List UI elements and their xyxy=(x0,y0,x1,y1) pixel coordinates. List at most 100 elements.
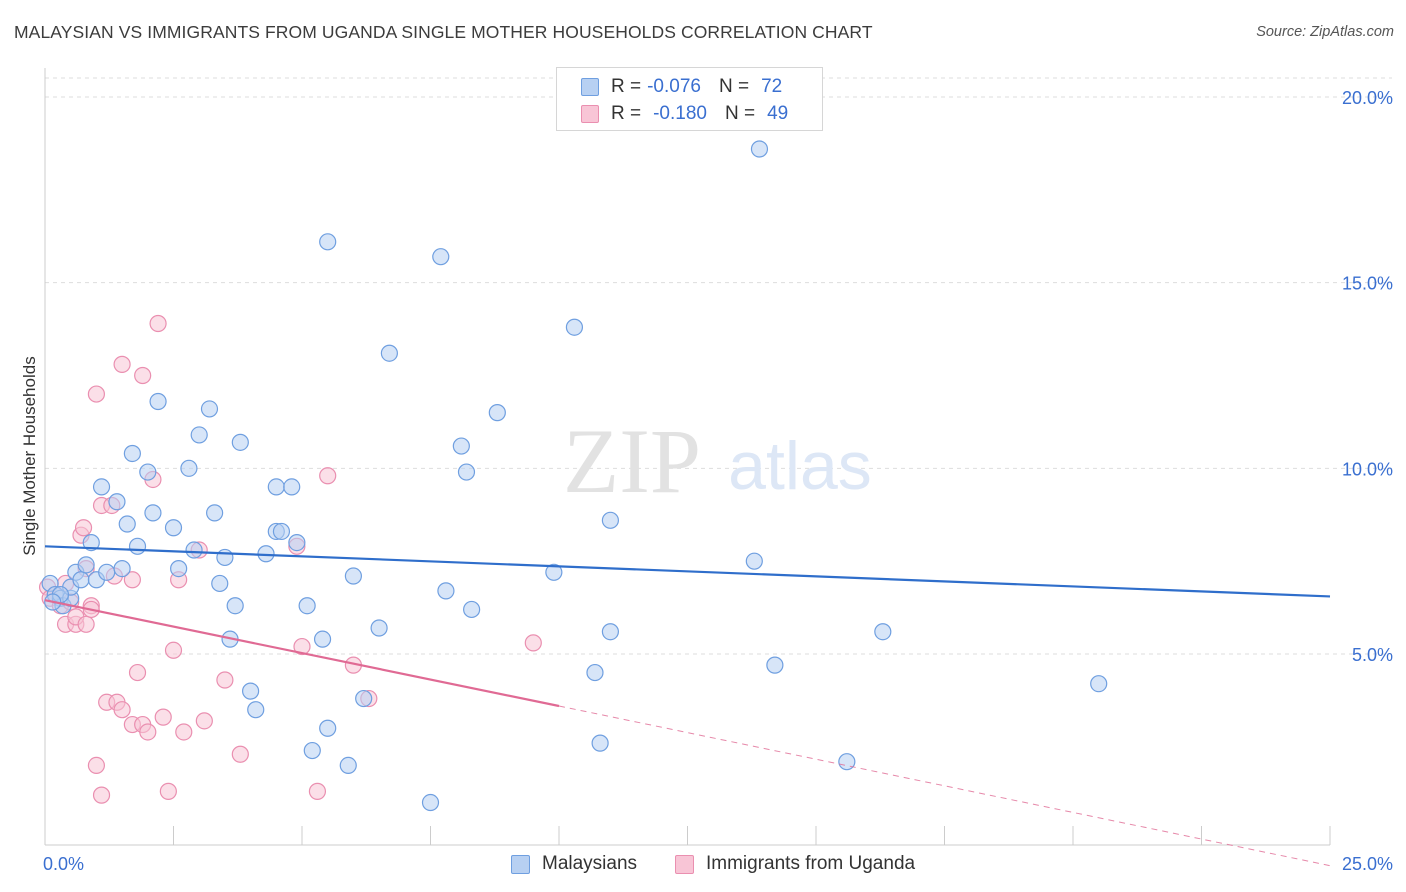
uganda-point xyxy=(87,756,106,775)
uganda-swatch xyxy=(581,105,599,123)
malaysians-point xyxy=(370,619,388,637)
x-tick-label-max: 25.0% xyxy=(1342,854,1393,874)
uganda-point xyxy=(154,708,172,726)
malaysians-point xyxy=(319,719,337,737)
uganda-point xyxy=(195,712,213,730)
malaysians-point xyxy=(874,623,892,641)
malaysians-point xyxy=(488,404,506,422)
malaysians-point xyxy=(149,392,167,411)
legend-n-value: 49 xyxy=(767,103,789,124)
legend-label-malaysians: Malaysians xyxy=(542,853,638,874)
legend-n-value: 72 xyxy=(761,76,783,97)
uganda-trend-line xyxy=(44,599,560,708)
uganda-point xyxy=(92,786,111,804)
malaysians-point xyxy=(355,689,373,708)
axes xyxy=(44,68,1331,846)
malaysians-point xyxy=(283,478,301,496)
malaysians-point xyxy=(92,478,111,496)
malaysians-point xyxy=(231,433,249,451)
y-tick-label: 10.0% xyxy=(1342,459,1393,479)
uganda-point xyxy=(159,782,177,800)
watermark-atlas: atlas xyxy=(728,428,872,504)
malaysians-point xyxy=(118,515,136,533)
malaysians-point xyxy=(745,552,763,570)
uganda-point xyxy=(164,641,183,659)
uganda-point xyxy=(139,723,157,741)
trend-lines xyxy=(44,545,1331,867)
malaysians-trend-line xyxy=(44,545,1331,598)
malaysians-point xyxy=(319,233,337,251)
uganda-point xyxy=(308,782,327,800)
malaysians-point xyxy=(267,478,285,496)
malaysians-point xyxy=(164,519,183,537)
malaysians-point xyxy=(344,567,362,585)
malaysians-point xyxy=(242,682,260,700)
malaysians-swatch xyxy=(581,78,599,96)
malaysians-point xyxy=(565,318,584,336)
malaysians-point xyxy=(380,344,398,362)
malaysians-point xyxy=(72,571,90,589)
source-label: Source: ZipAtlas.com xyxy=(1256,24,1394,40)
malaysians-point xyxy=(200,400,219,418)
malaysians-point xyxy=(421,793,440,812)
malaysians-point xyxy=(432,248,450,266)
malaysians-points xyxy=(41,140,1108,812)
uganda-point xyxy=(175,723,193,741)
malaysians-point xyxy=(601,623,620,641)
grid-lines xyxy=(45,77,1392,655)
malaysians-point xyxy=(303,741,321,760)
malaysians-point xyxy=(272,522,291,541)
uganda-point xyxy=(231,745,249,763)
malaysians-point xyxy=(216,548,234,567)
y-tick-label: 15.0% xyxy=(1342,274,1393,294)
chart-title: MALAYSIAN VS IMMIGRANTS FROM UGANDA SING… xyxy=(14,22,873,42)
malaysians-point xyxy=(457,463,476,481)
malaysians-point xyxy=(128,537,147,555)
malaysians-point xyxy=(545,563,563,581)
malaysians-point xyxy=(339,756,357,775)
legend-r-value: -0.076 xyxy=(647,76,701,97)
malaysians-point xyxy=(108,493,126,511)
malaysians-point xyxy=(206,504,224,522)
malaysians-point xyxy=(123,444,141,463)
uganda-point xyxy=(149,314,167,333)
y-tick-label: 20.0% xyxy=(1342,88,1393,108)
legend-row-malaysians: R = -0.076 N = 72 xyxy=(557,74,782,100)
uganda-point xyxy=(524,634,542,652)
malaysians-point xyxy=(226,597,244,615)
uganda-point xyxy=(113,701,131,719)
x-tick-label-min: 0.0% xyxy=(43,854,84,874)
legend-n-label: N = xyxy=(724,103,756,124)
uganda-point xyxy=(134,366,152,385)
legend-r-value: -0.180 xyxy=(653,103,707,124)
malaysians-point xyxy=(98,563,116,581)
malaysians-point xyxy=(838,753,856,771)
uganda-point xyxy=(123,571,141,589)
malaysians-point xyxy=(211,574,229,593)
malaysians-point xyxy=(180,459,198,477)
malaysians-point xyxy=(437,582,455,600)
watermark-zip: ZIP xyxy=(563,410,701,512)
malaysians-point xyxy=(170,559,188,578)
legend-row-uganda: R = -0.180 N = 49 xyxy=(557,101,788,127)
uganda-legend-swatch xyxy=(675,854,694,874)
legend-item-malaysians: Malaysians xyxy=(511,853,637,875)
uganda-point xyxy=(293,637,311,656)
legend-r-label: R = xyxy=(611,76,642,97)
uganda-point xyxy=(319,467,337,485)
malaysians-point xyxy=(185,541,203,559)
uganda-point xyxy=(87,385,106,403)
malaysians-point xyxy=(313,630,332,648)
malaysians-point xyxy=(247,701,265,719)
uganda-point xyxy=(113,355,131,373)
uganda-point xyxy=(77,615,95,633)
malaysians-point xyxy=(463,600,481,619)
malaysians-point xyxy=(82,533,100,552)
malaysians-legend-swatch xyxy=(511,854,530,874)
malaysians-point xyxy=(591,734,609,752)
uganda-point xyxy=(74,519,93,537)
malaysians-point xyxy=(144,504,162,522)
malaysians-point xyxy=(766,656,784,674)
malaysians-point xyxy=(139,463,157,481)
